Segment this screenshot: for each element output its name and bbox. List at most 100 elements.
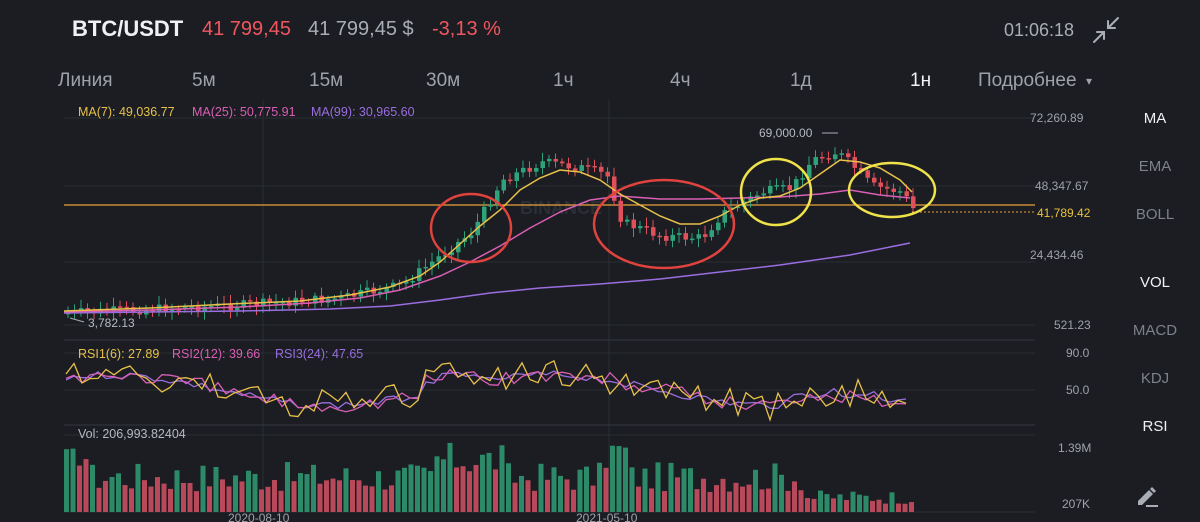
indicator-macd[interactable]: MACD xyxy=(1132,322,1178,339)
volume-bar xyxy=(213,466,219,512)
rsi-line xyxy=(65,359,907,422)
volume-bar xyxy=(733,482,739,512)
candle xyxy=(859,167,864,171)
volume-bar xyxy=(343,468,349,512)
candle xyxy=(176,309,181,311)
candle xyxy=(709,230,714,237)
collapse-arrows-icon[interactable] xyxy=(1092,16,1120,44)
volume-bar xyxy=(792,481,797,512)
pencil-icon[interactable] xyxy=(1134,482,1160,508)
rsi-axis-mid: 50.0 xyxy=(1066,383,1090,397)
volume-bar xyxy=(668,462,674,512)
candle xyxy=(898,191,903,193)
candle xyxy=(248,300,253,302)
volume-bar xyxy=(369,486,375,512)
indicator-rsi[interactable]: RSI xyxy=(1142,418,1168,435)
volume-bar xyxy=(181,482,186,512)
indicator-kdj[interactable]: KDJ xyxy=(1140,370,1170,387)
volume-bar xyxy=(629,467,635,512)
candle xyxy=(794,179,799,191)
volume-bar xyxy=(194,491,199,512)
candle xyxy=(807,164,812,179)
axis-label-bottom: 521.23 xyxy=(1054,318,1091,332)
volume-bar xyxy=(844,499,849,512)
highlight-circle-yellow-1 xyxy=(739,157,813,227)
volume-bar xyxy=(129,488,134,512)
volume-bar xyxy=(610,445,615,512)
candle xyxy=(703,234,708,237)
chart-canvas[interactable]: BINANCE 69,000.00 3,782.13 72,260.89 48,… xyxy=(0,0,1110,522)
candle xyxy=(833,154,838,160)
volume-bar xyxy=(779,474,784,512)
volume-bar xyxy=(512,482,518,512)
date-label-1: 2020-08-10 xyxy=(228,511,290,522)
chevron-down-icon[interactable]: ▾ xyxy=(1086,74,1093,88)
watermark: BINANCE xyxy=(520,198,602,218)
candle xyxy=(605,171,610,177)
tab-more[interactable]: Подробнее xyxy=(978,70,1077,91)
tab-1h[interactable]: 1ч xyxy=(553,70,574,91)
candle xyxy=(755,195,760,197)
indicator-ema[interactable]: EMA xyxy=(1138,158,1172,175)
volume-bar xyxy=(187,482,193,512)
volume-bar xyxy=(389,485,394,512)
tab-5m[interactable]: 5м xyxy=(192,70,216,91)
volume-bar xyxy=(207,486,212,512)
volume-bar xyxy=(272,479,277,512)
tab-15m[interactable]: 15м xyxy=(309,70,344,91)
volume-bar xyxy=(467,471,472,512)
volume-bar xyxy=(883,503,888,512)
indicator-ma[interactable]: MA xyxy=(1143,110,1167,127)
candle xyxy=(839,153,844,155)
volume-bar xyxy=(83,459,89,512)
tab-1w[interactable]: 1н xyxy=(910,70,932,91)
candle xyxy=(521,167,526,173)
volume-bar xyxy=(636,486,641,512)
highlight-circle-yellow-2 xyxy=(847,161,937,219)
tab-4h[interactable]: 4ч xyxy=(670,70,691,91)
tab-line[interactable]: Линия xyxy=(58,70,113,91)
volume-bar xyxy=(584,466,589,512)
candle xyxy=(384,286,389,292)
candle xyxy=(748,196,753,202)
candle xyxy=(508,179,513,182)
volume-bar xyxy=(252,473,258,512)
volume-bar xyxy=(746,484,752,512)
volume-bar xyxy=(109,476,115,512)
candle xyxy=(391,282,396,287)
candle xyxy=(430,261,435,267)
volume-bar xyxy=(395,470,401,512)
vol-axis-bottom: 207K xyxy=(1062,497,1090,511)
candle xyxy=(423,266,428,269)
volume-series xyxy=(64,442,914,512)
candle xyxy=(768,185,773,194)
indicator-boll[interactable]: BOLL xyxy=(1135,206,1175,223)
candle xyxy=(150,309,155,312)
pair-title[interactable]: BTC/USDT xyxy=(72,16,184,41)
candle xyxy=(410,281,415,283)
indicator-vol[interactable]: VOL xyxy=(1139,274,1170,291)
volume-bar xyxy=(551,467,557,512)
tab-1d[interactable]: 1д xyxy=(790,70,812,91)
volume-bar xyxy=(545,479,550,512)
candle xyxy=(599,166,604,172)
candle xyxy=(378,291,383,294)
header: BTC/USDT 41 799,45 41 799,45 $ -3,13 % 0… xyxy=(0,0,1200,62)
candle xyxy=(787,185,792,191)
candle xyxy=(813,156,818,165)
volume-bar xyxy=(818,490,823,512)
candle xyxy=(332,298,337,300)
candle xyxy=(235,307,240,311)
candle xyxy=(904,191,909,197)
volume-bar xyxy=(116,473,121,512)
candle xyxy=(553,158,558,162)
ma25-line xyxy=(63,189,911,313)
volume-bar xyxy=(304,474,310,512)
candle xyxy=(618,200,623,222)
ma7-legend: MA(7): 49,036.77 xyxy=(78,105,175,119)
candle xyxy=(865,170,870,178)
volume-bar xyxy=(564,479,570,512)
volume-bar xyxy=(798,490,804,512)
tab-30m[interactable]: 30м xyxy=(426,70,461,91)
candle xyxy=(891,188,896,193)
